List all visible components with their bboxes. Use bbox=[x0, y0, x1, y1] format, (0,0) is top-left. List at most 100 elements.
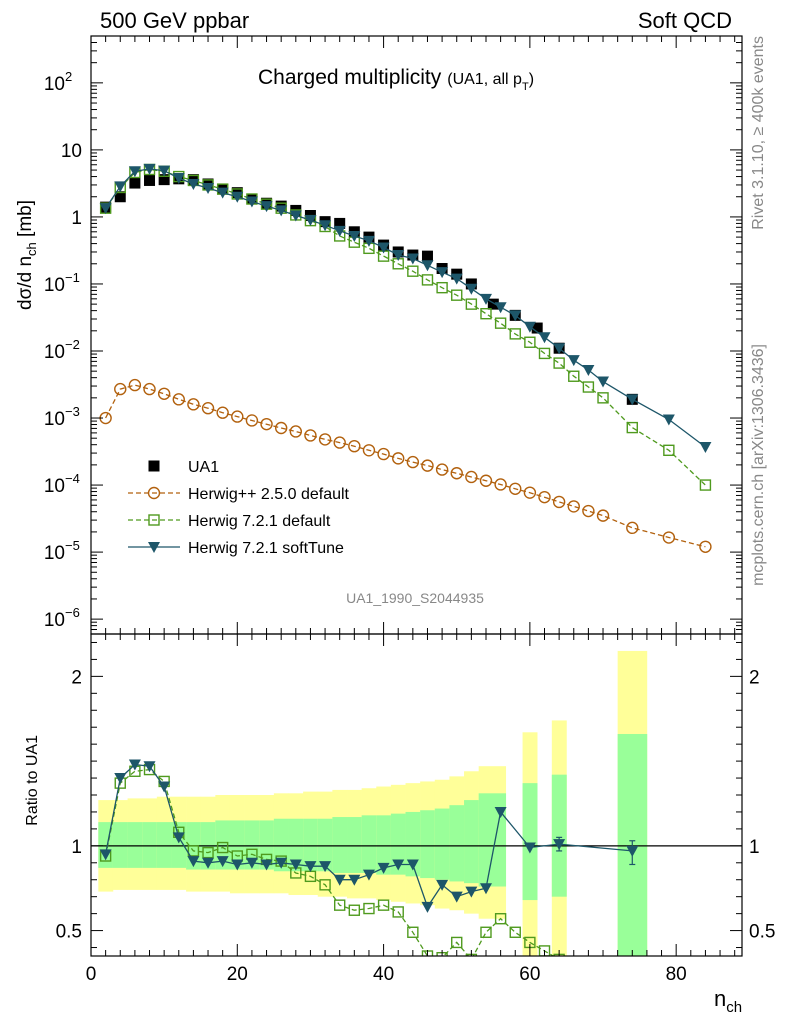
point-h72d-48 bbox=[436, 281, 448, 294]
ratio-point-h72s-2 bbox=[99, 849, 112, 861]
side-label-top: Rivet 3.1.10, ≥ 400k events bbox=[750, 36, 767, 230]
main-title-sub-index: T bbox=[522, 81, 529, 93]
band-inner bbox=[142, 822, 158, 868]
point-ua1-8 bbox=[144, 174, 156, 186]
ratio-point-h72s-48 bbox=[436, 879, 449, 891]
ratio-ytick-label: 1 bbox=[71, 837, 82, 858]
point-h72s-16 bbox=[202, 183, 215, 195]
ratio-xlabel-sub: ch bbox=[726, 999, 742, 1016]
point-hpp-58 bbox=[509, 482, 522, 495]
legend-marker-h72d bbox=[148, 514, 160, 526]
point-ua1-61 bbox=[531, 322, 543, 334]
ratio-point-h72d-16 bbox=[202, 846, 214, 859]
point-h72s-68 bbox=[582, 365, 595, 377]
point-h72s-60 bbox=[523, 321, 536, 333]
point-hpp-70 bbox=[596, 509, 610, 522]
point-h72s-79 bbox=[662, 414, 675, 426]
point-h72s-62 bbox=[538, 332, 551, 344]
point-ua1-46 bbox=[421, 250, 433, 262]
point-h72s-42 bbox=[392, 250, 405, 262]
ratio-point-h72d-18 bbox=[216, 841, 229, 854]
point-ua1-4 bbox=[114, 191, 126, 203]
band-inner bbox=[229, 820, 245, 870]
point-hpp-36 bbox=[348, 439, 361, 453]
point-h72s-66 bbox=[567, 355, 580, 367]
band-inner bbox=[332, 817, 348, 873]
analysis-id: UA1_1990_S2044935 bbox=[346, 590, 484, 606]
point-h72d-52 bbox=[465, 298, 478, 310]
band-inner bbox=[259, 820, 275, 870]
ratio-point-h72s-30 bbox=[304, 861, 317, 873]
ratio-point-h72s-38 bbox=[362, 869, 375, 881]
point-hpp-4 bbox=[114, 382, 127, 396]
band-inner bbox=[288, 818, 304, 872]
point-h72s-28 bbox=[289, 210, 302, 222]
point-h72s-84 bbox=[699, 441, 712, 453]
ratio-point-h72s-40 bbox=[377, 862, 390, 874]
legend-marker-ua1 bbox=[148, 460, 160, 472]
point-h72s-38 bbox=[362, 235, 375, 247]
point-hpp-40 bbox=[377, 447, 390, 461]
band-inner bbox=[390, 813, 406, 875]
point-hpp-12 bbox=[172, 393, 185, 406]
point-hpp-66 bbox=[567, 500, 580, 513]
main-ytick-label: 1 bbox=[71, 208, 82, 229]
ratio-point-h72s-34 bbox=[333, 874, 346, 886]
point-hpp-64 bbox=[552, 495, 566, 509]
point-h72s-50 bbox=[450, 273, 463, 285]
point-hpp-44 bbox=[406, 455, 420, 469]
point-h72s-46 bbox=[421, 260, 434, 272]
point-hpp-6 bbox=[128, 378, 142, 392]
ratio-point-h72s-8 bbox=[143, 761, 156, 773]
ratio-panel: 0.5 0.51 12 20 20 40 60 80 Ratio to UA1 nch bbox=[24, 633, 775, 1016]
ratio-xlabel-text: n bbox=[714, 986, 726, 1011]
main-ytick-label: 10 bbox=[44, 74, 65, 95]
ratio-point-h72d-32 bbox=[319, 879, 331, 891]
point-hpp-34 bbox=[333, 436, 346, 449]
ratio-point-h72s-18 bbox=[216, 856, 229, 868]
band-inner bbox=[303, 818, 319, 872]
legend-label-h72d: Herwig 7.2.1 default bbox=[188, 513, 331, 530]
point-h72s-20 bbox=[231, 191, 244, 203]
legend-item-h72d: Herwig 7.2.1 default bbox=[128, 513, 331, 530]
series-h72s bbox=[99, 163, 712, 453]
point-h72d-50 bbox=[451, 289, 463, 301]
point-hpp-54 bbox=[479, 474, 493, 487]
ratio-point-h72s-12 bbox=[172, 832, 185, 844]
series-line-h72d bbox=[105, 168, 706, 486]
point-h72s-22 bbox=[245, 196, 258, 208]
band-inner bbox=[434, 808, 450, 880]
legend-label-ua1: UA1 bbox=[188, 459, 219, 476]
point-hpp-84 bbox=[699, 540, 712, 553]
band-inner bbox=[551, 774, 567, 897]
ratio-point-h72s-14 bbox=[187, 856, 200, 868]
point-h72s-54 bbox=[479, 293, 492, 305]
band-inner bbox=[156, 822, 172, 868]
band-inner bbox=[127, 822, 143, 868]
point-hpp-30 bbox=[304, 429, 317, 442]
main-ytick-label: 10 bbox=[44, 409, 65, 430]
ratio-point-h72d-38 bbox=[363, 902, 375, 915]
ratio-ytick-label-right: 1 bbox=[749, 837, 760, 858]
point-h72s-18 bbox=[216, 187, 229, 199]
ratio-point-h72d-36 bbox=[348, 904, 361, 916]
point-h72d-54 bbox=[480, 308, 492, 320]
point-h72s-24 bbox=[260, 201, 273, 213]
ratio-point-h72s-56 bbox=[494, 806, 507, 818]
main-ylabel-sub: ch bbox=[24, 242, 39, 256]
header-right: Soft QCD bbox=[638, 8, 732, 33]
main-series-group bbox=[99, 163, 712, 553]
point-hpp-22 bbox=[245, 414, 259, 427]
point-hpp-56 bbox=[494, 478, 507, 491]
band-inner bbox=[361, 815, 377, 873]
header-left: 500 GeV ppbar bbox=[100, 8, 249, 33]
ratio-ytick-label: 0.5 bbox=[56, 922, 82, 943]
ratio-point-h72d-54 bbox=[480, 926, 492, 938]
point-h72s-40 bbox=[377, 242, 390, 254]
point-hpp-26 bbox=[274, 421, 288, 435]
point-h72s-8 bbox=[143, 163, 156, 175]
main-title-text: Charged multiplicity bbox=[258, 66, 442, 89]
point-ua1-6 bbox=[129, 177, 141, 189]
legend-item-ua1: UA1 bbox=[148, 459, 219, 476]
